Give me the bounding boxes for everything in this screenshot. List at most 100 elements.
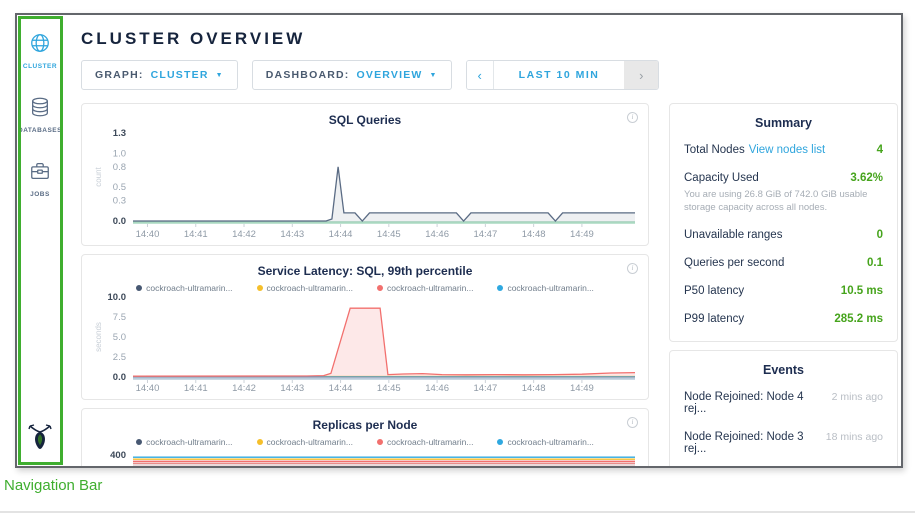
summary-panel: Summary Total NodesView nodes list 4 Cap… bbox=[669, 103, 898, 342]
summary-title: Summary bbox=[684, 116, 883, 130]
legend-dot-icon bbox=[257, 439, 263, 445]
legend-item[interactable]: cockroach-ultramarin... bbox=[136, 283, 232, 293]
svg-text:14:45: 14:45 bbox=[377, 383, 401, 394]
event-row[interactable]: Node Rejoined: Node 3 rej... 18 mins ago bbox=[684, 431, 883, 455]
sidebar-item-label: JOBS bbox=[30, 191, 50, 198]
chart-legend: cockroach-ultramarin... cockroach-ultrama… bbox=[87, 283, 643, 293]
svg-text:0.5: 0.5 bbox=[113, 182, 126, 193]
legend-label: cockroach-ultramarin... bbox=[507, 437, 593, 447]
legend-item[interactable]: cockroach-ultramarin... bbox=[377, 437, 473, 447]
capacity-note: You are using 26.8 GiB of 742.0 GiB usab… bbox=[684, 188, 883, 215]
sidebar-item-databases[interactable]: DATABASES bbox=[18, 96, 62, 134]
charts-column: SQL Queries i 1.31.00.80.50.30.0count14:… bbox=[81, 103, 649, 466]
event-row[interactable]: Node Rejoined: Node 4 rej... 2 mins ago bbox=[684, 391, 883, 415]
svg-text:14:44: 14:44 bbox=[329, 383, 353, 394]
page-title: CLUSTER OVERVIEW bbox=[81, 29, 901, 49]
summary-row-label: Total Nodes bbox=[684, 144, 745, 156]
summary-row-total-nodes: Total NodesView nodes list 4 bbox=[684, 144, 883, 156]
dashboard-dropdown-label: DASHBOARD: bbox=[266, 69, 350, 81]
events-panel: Events Node Rejoined: Node 4 rej... 2 mi… bbox=[669, 350, 898, 466]
legend-item[interactable]: cockroach-ultramarin... bbox=[497, 283, 593, 293]
legend-item[interactable]: cockroach-ultramarin... bbox=[257, 283, 353, 293]
dashboard-dropdown[interactable]: DASHBOARD: OVERVIEW ▼ bbox=[252, 60, 452, 90]
page-divider bbox=[0, 511, 915, 513]
sidebar-item-label: CLUSTER bbox=[23, 63, 57, 70]
cockroachdb-logo[interactable] bbox=[27, 423, 53, 456]
svg-text:14:47: 14:47 bbox=[473, 383, 497, 394]
globe-icon bbox=[29, 32, 51, 59]
chart-card-service-latency: Service Latency: SQL, 99th percentile i … bbox=[81, 254, 649, 400]
summary-row-value: 0.1 bbox=[867, 257, 883, 269]
svg-text:14:41: 14:41 bbox=[184, 229, 208, 240]
svg-text:1.0: 1.0 bbox=[113, 148, 126, 159]
chart-svg: 1.31.00.80.50.30.0count14:4014:4114:4214… bbox=[87, 127, 643, 243]
page: CLUSTER DATABASES bbox=[0, 0, 915, 517]
summary-row-label: P50 latency bbox=[684, 285, 744, 297]
summary-row-capacity-used: Capacity Used 3.62% bbox=[684, 172, 883, 184]
svg-text:0.3: 0.3 bbox=[113, 196, 126, 207]
view-nodes-list-link[interactable]: View nodes list bbox=[749, 144, 826, 156]
svg-text:5.0: 5.0 bbox=[113, 332, 126, 343]
summary-row-queries-per-second: Queries per second 0.1 bbox=[684, 257, 883, 269]
info-icon[interactable]: i bbox=[627, 263, 638, 274]
legend-item[interactable]: cockroach-ultramarin... bbox=[497, 437, 593, 447]
summary-row-label: P99 latency bbox=[684, 313, 744, 325]
sidebar-item-jobs[interactable]: JOBS bbox=[29, 160, 51, 198]
legend-item[interactable]: cockroach-ultramarin... bbox=[257, 437, 353, 447]
svg-text:14:46: 14:46 bbox=[425, 383, 449, 394]
svg-text:2.5: 2.5 bbox=[113, 352, 126, 363]
chart-card-replicas-per-node: Replicas per Node i cockroach-ultramarin… bbox=[81, 408, 649, 466]
briefcase-icon bbox=[29, 160, 51, 187]
svg-text:14:45: 14:45 bbox=[377, 229, 401, 240]
legend-item[interactable]: cockroach-ultramarin... bbox=[136, 437, 232, 447]
legend-dot-icon bbox=[136, 285, 142, 291]
event-text: Node Rejoined: Node 4 rej... bbox=[684, 391, 826, 415]
right-column: Summary Total NodesView nodes list 4 Cap… bbox=[669, 103, 898, 466]
info-icon[interactable]: i bbox=[627, 417, 638, 428]
sidebar-item-cluster[interactable]: CLUSTER bbox=[23, 32, 57, 70]
chart-svg: 10.07.55.02.50.0seconds14:4014:4114:4214… bbox=[87, 293, 643, 397]
chart-card-sql-queries: SQL Queries i 1.31.00.80.50.30.0count14:… bbox=[81, 103, 649, 246]
svg-text:10.0: 10.0 bbox=[108, 293, 127, 303]
time-range-prev-button[interactable]: ‹ bbox=[467, 61, 494, 89]
time-range-next-button[interactable]: › bbox=[624, 61, 658, 89]
time-range-label[interactable]: LAST 10 MIN bbox=[494, 61, 625, 89]
summary-row-value: 3.62% bbox=[850, 172, 883, 184]
event-time: 18 mins ago bbox=[826, 431, 883, 443]
legend-item[interactable]: cockroach-ultramarin... bbox=[377, 283, 473, 293]
info-icon[interactable]: i bbox=[627, 112, 638, 123]
event-time: 2 mins ago bbox=[832, 391, 883, 403]
replicas-per-node-chart[interactable]: 400 bbox=[87, 447, 643, 466]
svg-text:14:48: 14:48 bbox=[522, 383, 546, 394]
svg-text:14:46: 14:46 bbox=[425, 229, 449, 240]
navigation-sidebar: CLUSTER DATABASES bbox=[17, 15, 63, 466]
legend-label: cockroach-ultramarin... bbox=[507, 283, 593, 293]
svg-text:seconds: seconds bbox=[94, 322, 103, 352]
svg-text:14:42: 14:42 bbox=[232, 383, 256, 394]
summary-row-value: 10.5 ms bbox=[841, 285, 883, 297]
dashboard-dropdown-value: OVERVIEW bbox=[357, 69, 423, 81]
svg-text:14:40: 14:40 bbox=[136, 383, 160, 394]
annotation-label: Navigation Bar bbox=[4, 477, 102, 494]
chart-title: Replicas per Node bbox=[87, 418, 643, 432]
legend-label: cockroach-ultramarin... bbox=[267, 283, 353, 293]
service-latency-chart[interactable]: 10.07.55.02.50.0seconds14:4014:4114:4214… bbox=[87, 293, 643, 397]
chevron-down-icon: ▼ bbox=[430, 72, 438, 79]
events-title: Events bbox=[684, 363, 883, 377]
chart-title: Service Latency: SQL, 99th percentile bbox=[87, 264, 643, 278]
chart-title: SQL Queries bbox=[87, 113, 643, 127]
svg-text:0.0: 0.0 bbox=[113, 216, 126, 227]
graph-dropdown-label: GRAPH: bbox=[95, 69, 144, 81]
dashboard-content: SQL Queries i 1.31.00.80.50.30.0count14:… bbox=[81, 103, 901, 466]
graph-dropdown[interactable]: GRAPH: CLUSTER ▼ bbox=[81, 60, 238, 90]
summary-row-label: Unavailable ranges bbox=[684, 229, 782, 241]
summary-row-label: Capacity Used bbox=[684, 172, 759, 184]
svg-text:14:49: 14:49 bbox=[570, 229, 594, 240]
summary-row-label: Queries per second bbox=[684, 257, 784, 269]
svg-text:14:49: 14:49 bbox=[570, 383, 594, 394]
chevron-down-icon: ▼ bbox=[216, 72, 224, 79]
database-icon bbox=[29, 96, 51, 123]
sql-queries-chart[interactable]: 1.31.00.80.50.30.0count14:4014:4114:4214… bbox=[87, 127, 643, 243]
chart-legend: cockroach-ultramarin... cockroach-ultrama… bbox=[87, 437, 643, 447]
svg-text:14:43: 14:43 bbox=[280, 229, 304, 240]
